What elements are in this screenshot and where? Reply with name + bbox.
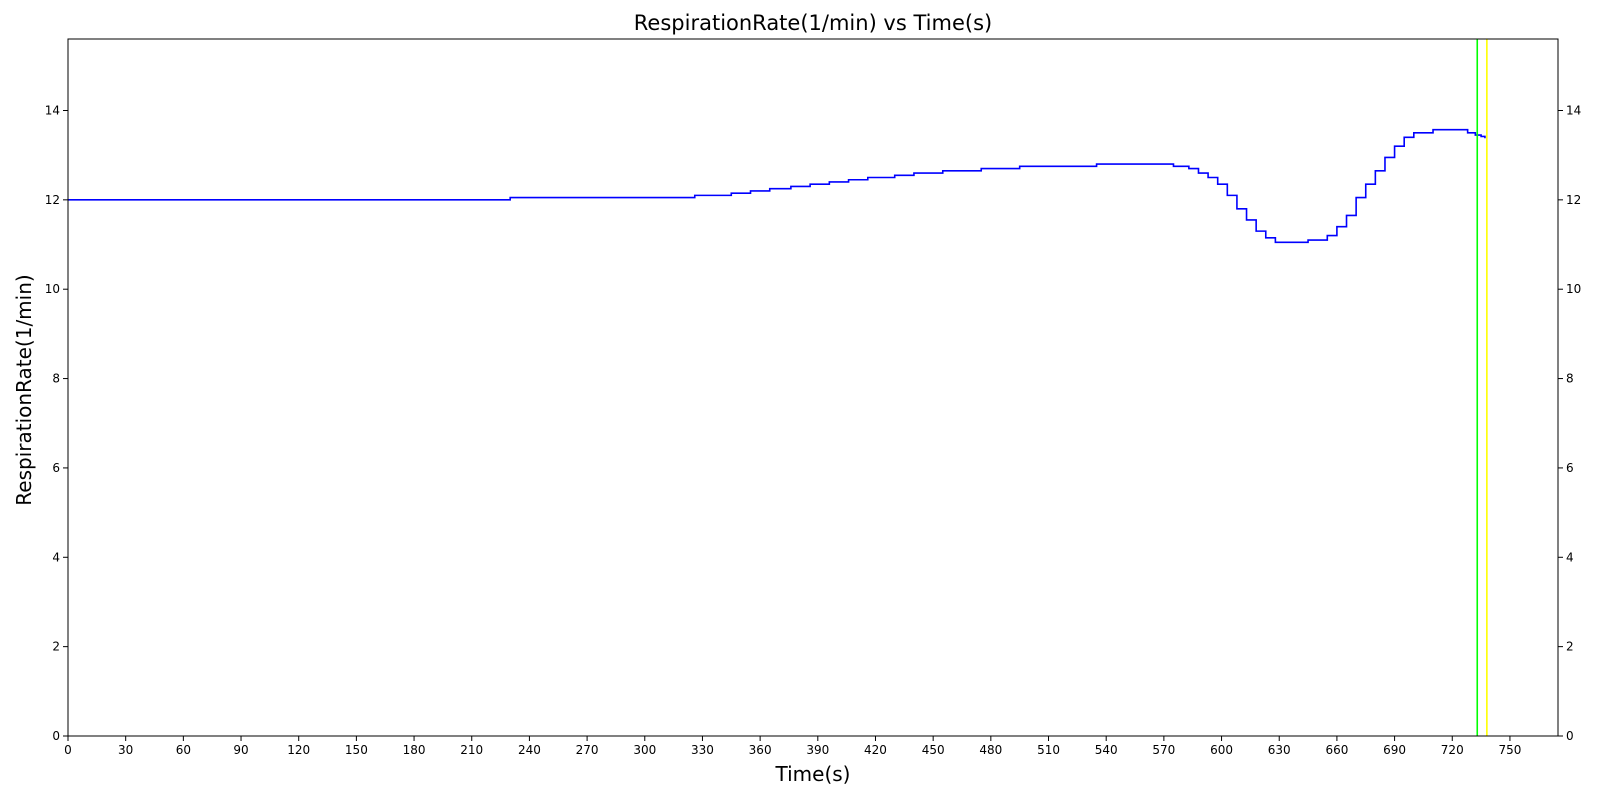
y-tick-label-left: 14 <box>45 103 60 117</box>
x-tick-label: 390 <box>806 743 829 757</box>
series-line-0 <box>68 128 1486 244</box>
y-tick-label-right: 10 <box>1566 282 1581 296</box>
x-tick-label: 180 <box>403 743 426 757</box>
x-tick-label: 630 <box>1268 743 1291 757</box>
x-tick-label: 330 <box>691 743 714 757</box>
x-tick-label: 690 <box>1383 743 1406 757</box>
y-tick-label-left: 6 <box>52 461 60 475</box>
x-tick-label: 480 <box>979 743 1002 757</box>
y-tick-label-right: 2 <box>1566 640 1574 654</box>
y-tick-label-left: 2 <box>52 640 60 654</box>
plot-frame <box>67 38 1559 737</box>
x-tick-label: 420 <box>864 743 887 757</box>
y-tick-label-right: 4 <box>1566 550 1574 564</box>
x-tick-label: 120 <box>287 743 310 757</box>
x-axis-title: Time(s) <box>775 762 851 786</box>
chart-title: RespirationRate(1/min) vs Time(s) <box>634 11 992 35</box>
x-tick-label: 90 <box>233 743 248 757</box>
x-tick-label: 150 <box>345 743 368 757</box>
y-tick-label-right: 14 <box>1566 103 1581 117</box>
x-tick-label: 720 <box>1441 743 1464 757</box>
x-tick-label: 540 <box>1095 743 1118 757</box>
y-tick-label-left: 10 <box>45 282 60 296</box>
x-tick-label: 450 <box>922 743 945 757</box>
y-tick-label-right: 6 <box>1566 461 1574 475</box>
x-tick-label: 660 <box>1325 743 1348 757</box>
y-tick-label-right: 0 <box>1566 729 1574 743</box>
x-tick-label: 240 <box>518 743 541 757</box>
y-tick-label-right: 12 <box>1566 193 1581 207</box>
x-tick-label: 570 <box>1152 743 1175 757</box>
plot-area: 0 30 60 90 120 150 180 210 240 270 300 330 360 390 420… <box>45 38 1581 757</box>
y-tick-label-left: 4 <box>52 550 60 564</box>
x-tick-label: 510 <box>1037 743 1060 757</box>
x-tick-label: 300 <box>633 743 656 757</box>
y-tick-label-left: 0 <box>52 729 60 743</box>
x-tick-label: 600 <box>1210 743 1233 757</box>
x-tick-label: 0 <box>64 743 72 757</box>
y-tick-label-right: 8 <box>1566 372 1574 386</box>
x-tick-label: 210 <box>460 743 483 757</box>
x-tick-label: 30 <box>118 743 133 757</box>
y-tick-label-left: 8 <box>52 372 60 386</box>
y-tick-label-left: 12 <box>45 193 60 207</box>
x-tick-label: 750 <box>1498 743 1521 757</box>
x-tick-label: 60 <box>176 743 191 757</box>
y-axis-title: RespirationRate(1/min) <box>12 274 36 505</box>
x-tick-label: 360 <box>749 743 772 757</box>
x-tick-label: 270 <box>576 743 599 757</box>
